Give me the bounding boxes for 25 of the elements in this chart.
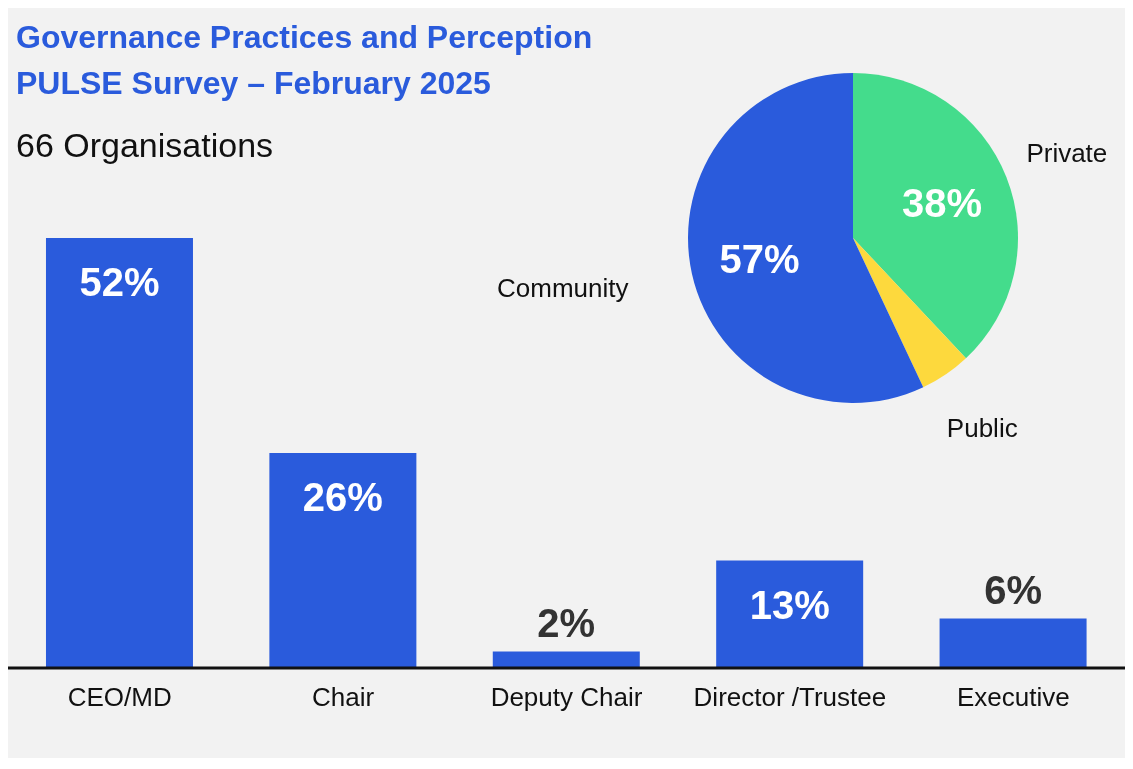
data-label: 6%	[984, 568, 1042, 613]
data-label: 2%	[537, 601, 596, 646]
pie-slice	[853, 73, 1018, 359]
x-tick-label: CEO/MD	[67, 682, 172, 713]
data-label: 13%	[749, 582, 830, 627]
slice-label: Public	[946, 413, 1018, 444]
bar	[45, 238, 193, 668]
slice-label: Community	[497, 273, 629, 304]
chart-subtitle: PULSE Survey – February 2025	[16, 64, 492, 103]
chart-title: Governance Practices and Perception	[16, 18, 593, 57]
data-label: 52%	[79, 260, 160, 304]
bar	[492, 651, 640, 668]
bar	[716, 560, 864, 668]
x-tick-label: Deputy Chair	[490, 682, 643, 713]
slice-label: Private	[1026, 138, 1108, 169]
pie-slice	[853, 238, 966, 388]
x-tick-label: Executive	[956, 682, 1070, 713]
data-label: 38%	[901, 180, 983, 225]
text: 66 Organisations	[16, 126, 274, 165]
x-tick-label: Chair	[312, 682, 375, 713]
data-label: 57%	[719, 236, 800, 281]
bar	[269, 453, 417, 668]
data-label: 26%	[302, 475, 383, 519]
x-tick-label: Director /Trustee	[693, 682, 887, 713]
bar	[939, 618, 1087, 668]
